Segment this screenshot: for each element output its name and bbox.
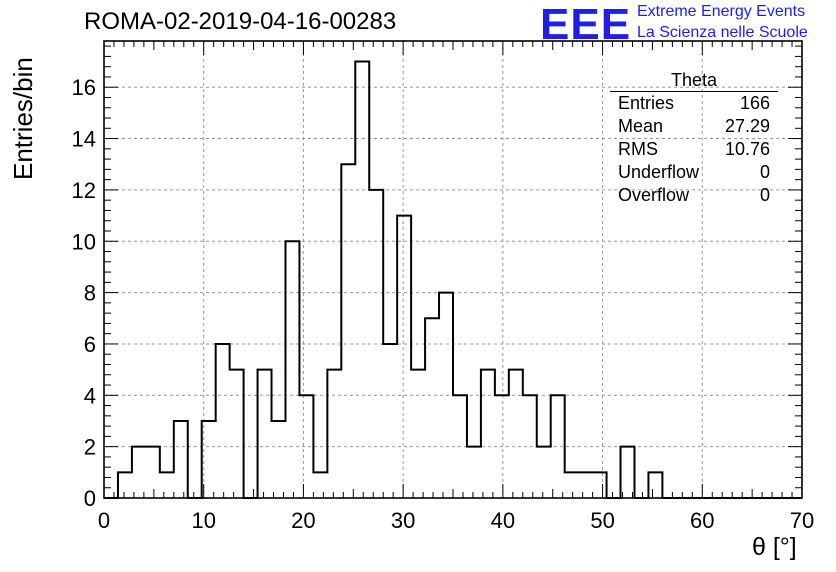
stats-row-rms: RMS 10.76	[610, 138, 778, 161]
histogram-line	[104, 60, 802, 499]
x-tick-label: 30	[391, 508, 415, 533]
y-tick-label: 8	[84, 281, 96, 306]
y-tick-label: 12	[72, 178, 96, 203]
y-axis-label-text: Entries/bin	[8, 57, 38, 180]
x-tick-label: 0	[98, 508, 110, 533]
stats-label: Entries	[618, 93, 675, 113]
stats-value: 166	[739, 93, 770, 113]
x-axis-label: θ [°]	[752, 533, 797, 561]
stats-value: 0	[759, 162, 770, 182]
stats-value: 0	[759, 185, 770, 205]
stats-label: Mean	[618, 116, 664, 136]
logo-subtitle-2: La Scienza nelle Scuole	[637, 24, 808, 41]
stats-row-mean: Mean 27.29	[610, 115, 778, 138]
y-tick-label: 14	[72, 127, 96, 152]
stats-label: Overflow	[618, 185, 690, 205]
y-tick-label: 10	[72, 229, 96, 254]
stats-value: 10.76	[724, 139, 770, 159]
stats-title: Theta	[610, 70, 778, 92]
axis-ticks	[103, 41, 803, 499]
stats-row-underflow: Underflow 0	[610, 161, 778, 184]
x-tick-label: 20	[291, 508, 315, 533]
chart-title: ROMA-02-2019-04-16-00283	[84, 8, 397, 35]
stats-value: 27.29	[724, 116, 770, 136]
stats-label: Underflow	[618, 162, 700, 182]
x-tick-label: 40	[491, 508, 515, 533]
stats-row-entries: Entries 166	[610, 92, 778, 115]
y-tick-label: 4	[84, 383, 96, 408]
x-tick-label: 10	[191, 508, 215, 533]
x-tick-label: 70	[790, 508, 814, 533]
x-tick-label: 50	[590, 508, 614, 533]
y-tick-label: 2	[84, 435, 96, 460]
x-tick-label: 60	[690, 508, 714, 533]
logo-subtitle-1: Extreme Energy Events	[637, 3, 806, 20]
histogram-series	[104, 60, 802, 499]
y-tick-label: 0	[84, 486, 96, 511]
y-tick-label: 16	[72, 75, 96, 100]
axis-tick-labels: 0 10 20 30 40 50 60 70 0 2 4 6 8 10 12 14 16	[72, 75, 815, 533]
y-tick-label: 6	[84, 332, 96, 357]
stats-row-overflow: Overflow 0	[610, 184, 778, 207]
stats-label: RMS	[618, 139, 658, 159]
stats-box: Theta Entries 166 Mean 27.29 RMS 10.76 U…	[610, 70, 778, 207]
y-axis-label: Entries/bin	[8, 0, 38, 180]
eee-logo: EEE	[540, 0, 632, 49]
